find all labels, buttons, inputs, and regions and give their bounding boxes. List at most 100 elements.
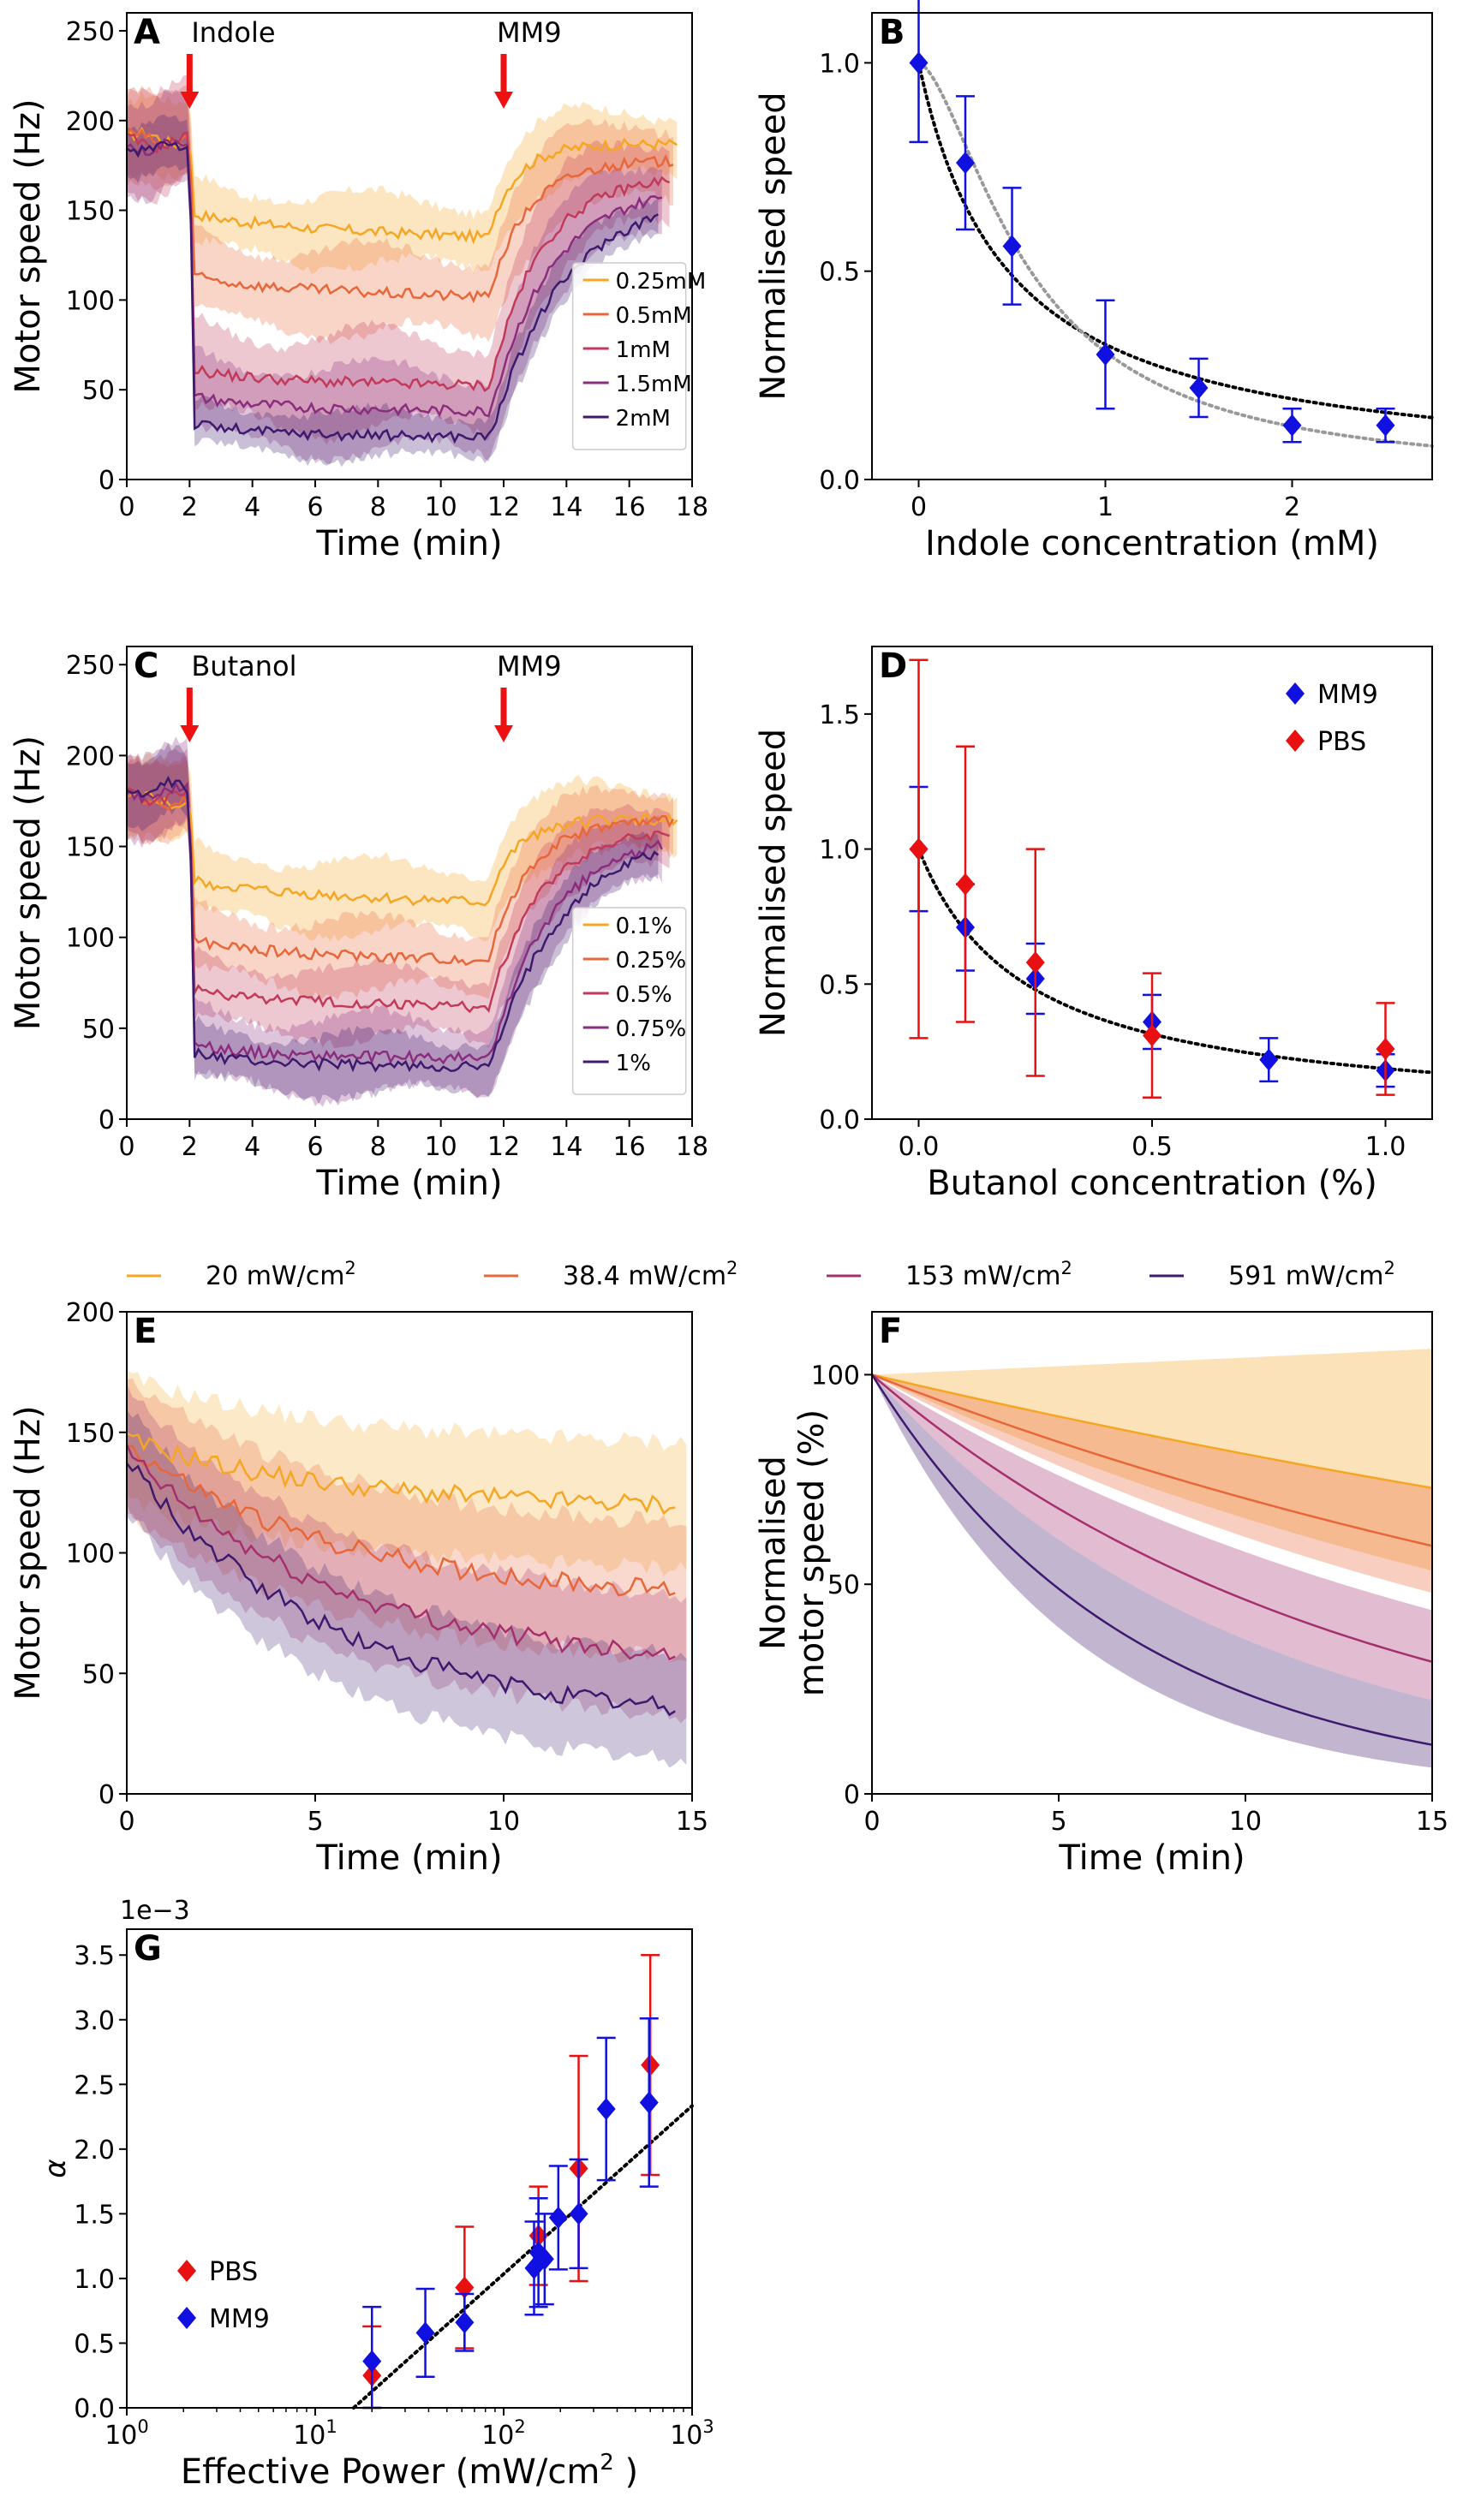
x-axis-label: Time (min) bbox=[1058, 1838, 1245, 1878]
legend-label: MM9 bbox=[1317, 680, 1378, 710]
axes-frame bbox=[871, 1311, 1433, 1795]
x-tick-label: 18 bbox=[676, 1132, 708, 1162]
legend-box bbox=[571, 262, 687, 450]
panel-C: 0 2 4 6 8 10 12 14 16 18 0 50 100 150 200 250 Time (min)… bbox=[9, 646, 708, 1203]
panel-A: 0 2 4 6 8 10 12 14 16 18 0 50 100 150 200 250 Time (min)… bbox=[9, 12, 708, 563]
global-legend: 20 mW/cm2 38.4 mW/cm2 153 mW/cm2 591 mW/cm2 bbox=[127, 1258, 1395, 1291]
data-point bbox=[1189, 376, 1209, 399]
x-tick-label: 2 bbox=[1284, 492, 1300, 522]
series-line bbox=[871, 1373, 1433, 1489]
x-tick-label: 0 bbox=[118, 1132, 134, 1162]
series-line bbox=[126, 140, 659, 444]
data-point bbox=[956, 873, 975, 896]
series-band bbox=[127, 742, 659, 1105]
series-band bbox=[872, 1374, 1432, 1768]
legend-label: 591 mW/cm2 bbox=[1228, 1258, 1395, 1291]
plot-G: PBS MM9 bbox=[177, 1953, 694, 2410]
y-tick-label: 50 bbox=[82, 1659, 115, 1689]
y-tick-label: 0 bbox=[99, 466, 115, 496]
panel-B: 0 1 2 0.0 0.5 1.0 Indole concentration (mM) Nor… bbox=[754, 12, 1433, 563]
data-point bbox=[1282, 414, 1302, 437]
series-line bbox=[125, 1444, 676, 1661]
y-tick-label: 2.0 bbox=[74, 2136, 115, 2166]
axes-frame bbox=[871, 12, 1433, 480]
data-point bbox=[415, 2321, 435, 2344]
series-band bbox=[127, 753, 678, 942]
plot-D: MM9 PBS bbox=[909, 658, 1434, 1099]
x-tick-label: 15 bbox=[676, 1807, 708, 1837]
data-point bbox=[455, 2311, 475, 2334]
data-point bbox=[956, 152, 975, 175]
x-tick-label: 0.0 bbox=[899, 1132, 940, 1162]
y-tick-label: 0 bbox=[99, 1780, 115, 1810]
x-tick-label: 12 bbox=[487, 492, 520, 522]
data-point bbox=[1143, 1024, 1161, 1047]
legend-label: 1mM bbox=[616, 337, 671, 363]
arrow-head bbox=[180, 725, 200, 742]
y-tick-label: 50 bbox=[827, 1570, 860, 1600]
series-line bbox=[125, 128, 674, 304]
y-tick-label: 250 bbox=[66, 651, 115, 681]
x-tick-label: 6 bbox=[307, 1132, 323, 1162]
y-tick-label: 1.5 bbox=[74, 2200, 115, 2230]
fit-hyperbolic bbox=[917, 847, 1434, 1075]
x-axis-label: Indole concentration (mM) bbox=[925, 524, 1379, 563]
y-tick-label: 100 bbox=[66, 924, 115, 954]
x-tick-label: 5 bbox=[307, 1807, 323, 1837]
y-tick-label: 0.5 bbox=[74, 2329, 115, 2359]
x-tick-label: 16 bbox=[613, 492, 646, 522]
x-tick-label: 100 bbox=[104, 2416, 149, 2451]
y-tick-label: 50 bbox=[82, 1015, 115, 1045]
y-tick-label: 100 bbox=[66, 286, 115, 316]
legend-label: 0.5% bbox=[616, 982, 672, 1008]
y-tick-label: 200 bbox=[66, 742, 115, 771]
y-tick-label: 150 bbox=[66, 197, 115, 227]
y-tick-label: 0 bbox=[844, 1780, 860, 1810]
panel-F: 0 5 10 15 0 50 100 Time (min) Normalised motor sp… bbox=[754, 1311, 1448, 1878]
x-tick-label: 10 bbox=[487, 1807, 520, 1837]
x-axis-label: Time (min) bbox=[315, 1838, 502, 1878]
series-band bbox=[872, 1374, 1432, 1594]
data-point bbox=[639, 2091, 659, 2114]
y-tick-label: 50 bbox=[82, 376, 115, 406]
series-line bbox=[126, 1432, 676, 1516]
y-tick-label: 200 bbox=[66, 1298, 115, 1328]
legend-label: 1% bbox=[616, 1051, 651, 1076]
panel-G: 100 101 102 103 0.0 0.5 1.0 1.5 2.0 2.5 3.0 3.5 Effe… bbox=[39, 1896, 714, 2492]
x-tick-label: 8 bbox=[370, 1132, 386, 1162]
y-tick-label: 100 bbox=[811, 1361, 860, 1391]
series-line bbox=[126, 1463, 676, 1717]
x-tick-label: 103 bbox=[670, 2416, 714, 2451]
series-band bbox=[127, 85, 673, 345]
y-axis-label: Normalised speed bbox=[754, 729, 793, 1037]
plot-F bbox=[870, 1349, 1433, 1768]
legend-label: 153 mW/cm2 bbox=[905, 1258, 1072, 1291]
panel-label: E bbox=[134, 1312, 157, 1351]
series-line bbox=[871, 1373, 1433, 1547]
x-tick-label: 0.5 bbox=[1132, 1132, 1173, 1162]
y-tick-label: 3.5 bbox=[74, 1941, 115, 1971]
series-line bbox=[126, 786, 671, 1014]
y-tick-label: 150 bbox=[66, 833, 115, 863]
x-tick-label: 14 bbox=[550, 1132, 582, 1162]
x-axis-label: Time (min) bbox=[315, 1164, 502, 1203]
x-tick-label: 18 bbox=[676, 492, 708, 522]
y-tick-label: 1.0 bbox=[74, 2265, 115, 2295]
y-tick-label: 200 bbox=[66, 107, 115, 137]
panel-label: C bbox=[134, 646, 158, 686]
x-tick-label: 102 bbox=[481, 2416, 526, 2451]
x-tick-label: 1 bbox=[1097, 492, 1114, 522]
x-tick-label: 16 bbox=[613, 1132, 646, 1162]
data-point bbox=[1002, 235, 1022, 258]
legend-marker bbox=[1286, 682, 1305, 705]
data-point bbox=[1376, 414, 1395, 437]
x-axis-label: Butanol concentration (%) bbox=[927, 1164, 1377, 1203]
legend-label: 0.25mM bbox=[616, 269, 707, 295]
series-band bbox=[127, 1384, 687, 1724]
x-tick-label: 14 bbox=[550, 492, 582, 522]
legend-label: 0.25% bbox=[616, 948, 687, 974]
y-tick-label: 2.5 bbox=[74, 2070, 115, 2100]
legend-label: 20 mW/cm2 bbox=[206, 1258, 356, 1291]
y-tick-label: 1.0 bbox=[819, 836, 860, 866]
